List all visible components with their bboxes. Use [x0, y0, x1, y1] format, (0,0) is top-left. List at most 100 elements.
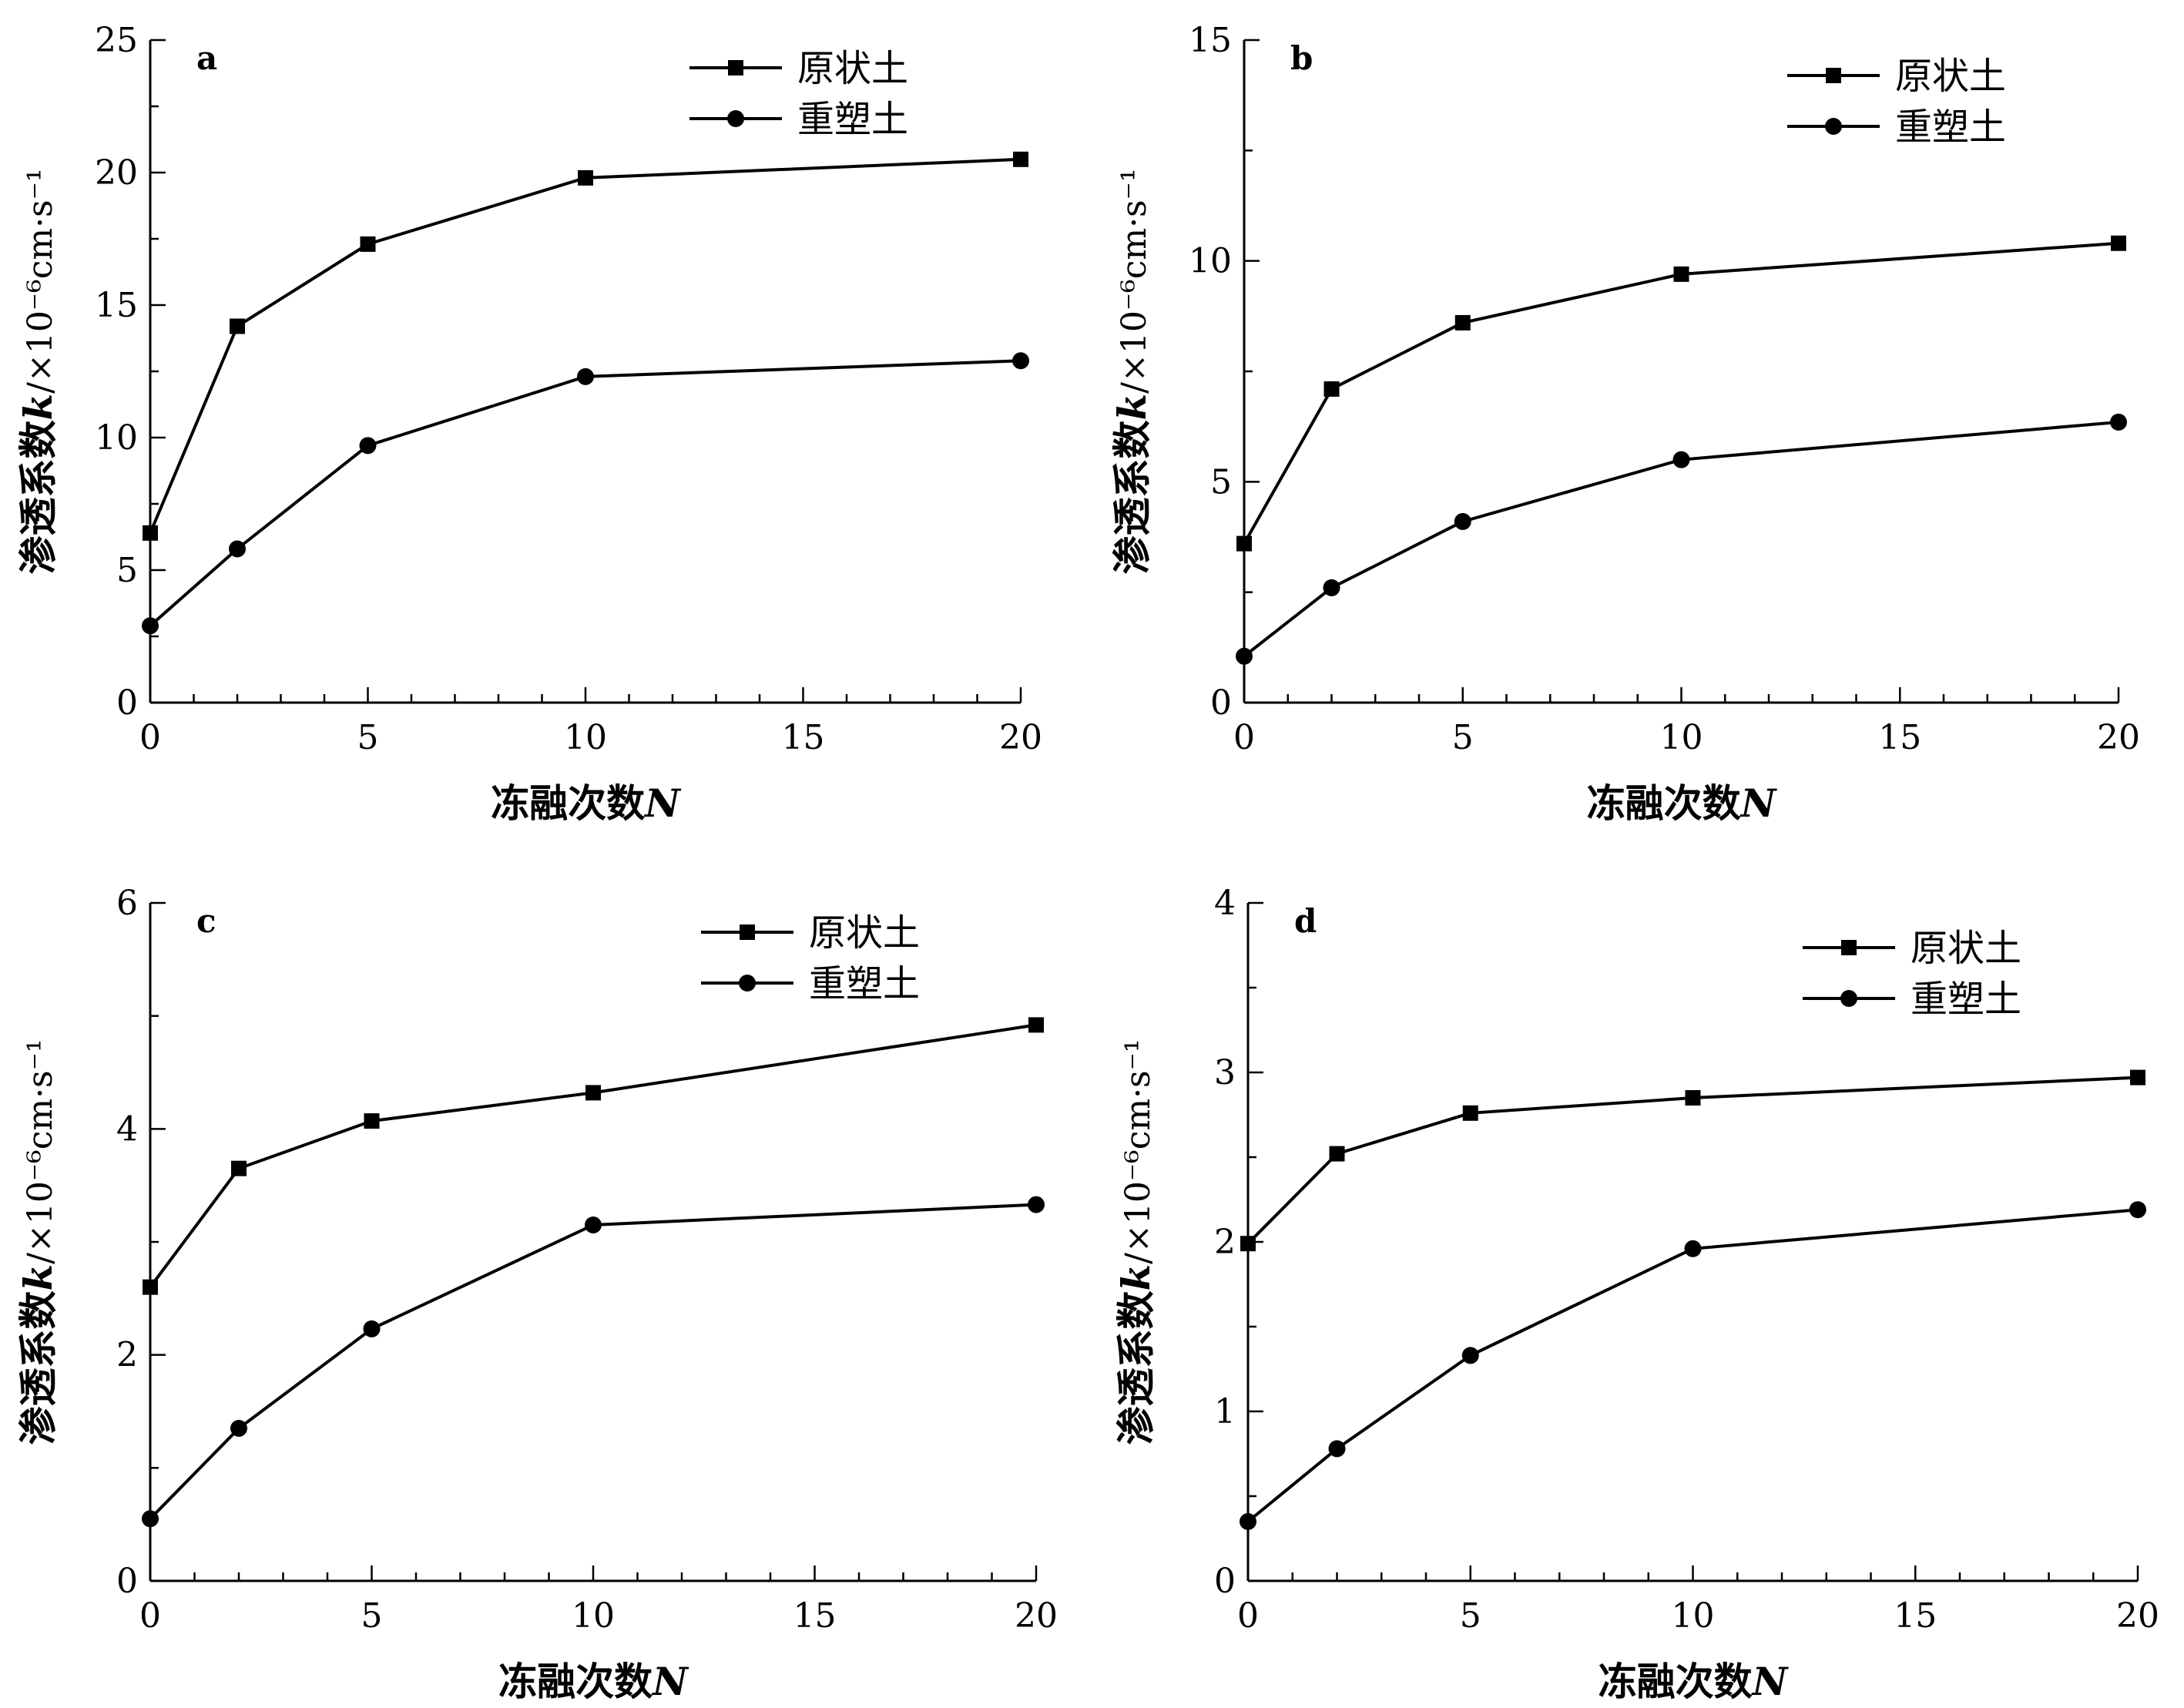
y-axis-label-text: 渗透系数 [1110, 421, 1155, 575]
y-axis-label-var: k [15, 394, 61, 421]
panel-label: d [1294, 902, 1317, 940]
x-tick-label: 0 [139, 718, 161, 757]
panel-label: a [196, 39, 217, 77]
y-tick-label: 1 [1214, 1392, 1236, 1431]
data-point-square [578, 169, 593, 186]
y-axis-label-unit: /×10⁻⁶cm·s⁻¹ [1119, 1039, 1158, 1264]
legend-marker-square [740, 924, 755, 940]
data-point-square [1685, 1090, 1701, 1106]
y-tick-label: 0 [1214, 1562, 1236, 1601]
y-axis-label: 渗透系数k/×10⁻⁶cm·s⁻¹ [1113, 1039, 1159, 1445]
x-tick-label: 15 [782, 718, 825, 757]
data-point-circle [1323, 579, 1340, 596]
legend-label-1: 重塑土 [809, 962, 920, 1005]
x-axis-label-text: 冻融次数 [498, 1659, 653, 1704]
legend-marker-square [728, 60, 743, 76]
x-axis-label-var: N [643, 780, 682, 826]
x-tick-label: 0 [1237, 1596, 1259, 1636]
panel-label: b [1290, 39, 1313, 77]
legend-label-1: 重塑土 [797, 98, 908, 141]
series-line-0 [149, 1023, 1037, 1288]
data-point-circle [359, 437, 377, 455]
y-axis-label-text: 渗透系数 [16, 421, 61, 575]
legend-label-0: 原状土 [1911, 927, 2021, 970]
x-tick-label: 10 [564, 718, 607, 757]
data-point-circle [1240, 1513, 1256, 1530]
data-point-square [1323, 381, 1340, 397]
data-point-square [1240, 1236, 1256, 1252]
data-point-circle [1236, 647, 1253, 665]
y-tick-label: 10 [1189, 242, 1232, 281]
legend-label-0: 原状土 [797, 47, 908, 90]
panel-label: c [196, 902, 216, 940]
y-tick-label: 5 [1210, 462, 1232, 502]
y-tick-label: 3 [1214, 1053, 1236, 1092]
data-point-square [1462, 1105, 1478, 1121]
series-line-0 [149, 157, 1022, 534]
data-point-square [1236, 535, 1252, 552]
x-axis-label-var: N [1751, 1659, 1790, 1704]
data-point-square [2130, 1069, 2145, 1086]
x-tick-label: 20 [2097, 718, 2140, 757]
chart-panel-c: 0 5 10 15 20 0 2 4 6 c 冻融次数N 渗透系数k/×10⁻⁶cm·s⁻¹ 原状土重塑… [15, 884, 1058, 1704]
data-point-square [230, 318, 245, 334]
y-tick-label: 6 [116, 884, 138, 923]
x-tick-label: 20 [999, 718, 1042, 757]
y-tick-label: 5 [116, 551, 138, 590]
data-point-circle [1454, 512, 1471, 530]
data-point-circle [1672, 451, 1690, 468]
y-axis-label: 渗透系数k/×10⁻⁶cm·s⁻¹ [15, 169, 61, 575]
y-axis-label-unit: /×10⁻⁶cm·s⁻¹ [21, 1039, 60, 1264]
x-tick-label: 0 [139, 1596, 161, 1636]
legend-marker-circle [1840, 990, 1857, 1007]
legend-marker-circle [727, 110, 744, 127]
x-tick-label: 5 [1452, 718, 1474, 757]
y-axis-label: 渗透系数k/×10⁻⁶cm·s⁻¹ [15, 1039, 61, 1445]
y-axis-label-var: k [1113, 1264, 1159, 1291]
legend-marker-square [1841, 940, 1857, 955]
data-point-circle [142, 617, 159, 635]
data-point-circle [585, 1216, 602, 1233]
y-tick-label: 0 [1210, 683, 1232, 723]
y-tick-label: 20 [95, 153, 138, 193]
data-point-circle [1461, 1347, 1479, 1364]
data-point-square [1028, 1017, 1044, 1033]
data-point-circle [142, 1510, 159, 1528]
data-point-circle [1028, 1196, 1045, 1213]
y-tick-label: 25 [95, 21, 138, 60]
data-point-circle [1328, 1440, 1346, 1458]
data-point-circle [2129, 1201, 2146, 1219]
y-axis-label-var: k [1109, 394, 1155, 421]
x-axis-label-text: 冻融次数 [1599, 1659, 1753, 1704]
x-tick-label: 20 [2116, 1596, 2159, 1636]
data-point-square [1673, 266, 1689, 282]
y-tick-label: 2 [116, 1336, 138, 1375]
x-tick-label: 10 [572, 1596, 615, 1636]
data-point-square [2111, 235, 2126, 251]
data-point-square [143, 525, 158, 541]
x-tick-label: 20 [1015, 1596, 1058, 1636]
series-line-1 [149, 1203, 1037, 1520]
y-axis-label-unit: /×10⁻⁶cm·s⁻¹ [1115, 169, 1154, 394]
x-axis-label: 冻融次数N [1587, 780, 1778, 826]
data-point-square [1454, 314, 1471, 331]
y-tick-label: 4 [116, 1109, 138, 1149]
data-point-square [231, 1160, 247, 1176]
data-point-square [360, 236, 376, 252]
x-axis-label-var: N [651, 1659, 689, 1704]
y-axis-label-unit: /×10⁻⁶cm·s⁻¹ [21, 169, 60, 394]
legend-label-0: 原状土 [809, 911, 920, 955]
chart-panel-a: 0 5 10 15 20 0 5 10 15 20 25 a 冻融次数N 渗透系数k/×10⁻⁶cm·s⁻… [15, 21, 1042, 826]
legend-marker-circle [1825, 118, 1842, 135]
x-tick-label: 5 [1460, 1596, 1481, 1636]
series-line-0 [1243, 241, 2119, 545]
x-axis-label-text: 冻融次数 [491, 781, 645, 826]
x-tick-label: 15 [1894, 1596, 1937, 1636]
x-tick-label: 15 [1878, 718, 1921, 757]
x-axis-label: 冻融次数N [498, 1659, 689, 1704]
x-axis-label: 冻融次数N [491, 780, 682, 826]
y-tick-label: 0 [116, 1562, 138, 1601]
y-axis-label: 渗透系数k/×10⁻⁶cm·s⁻¹ [1109, 169, 1155, 575]
x-tick-label: 10 [1660, 718, 1703, 757]
